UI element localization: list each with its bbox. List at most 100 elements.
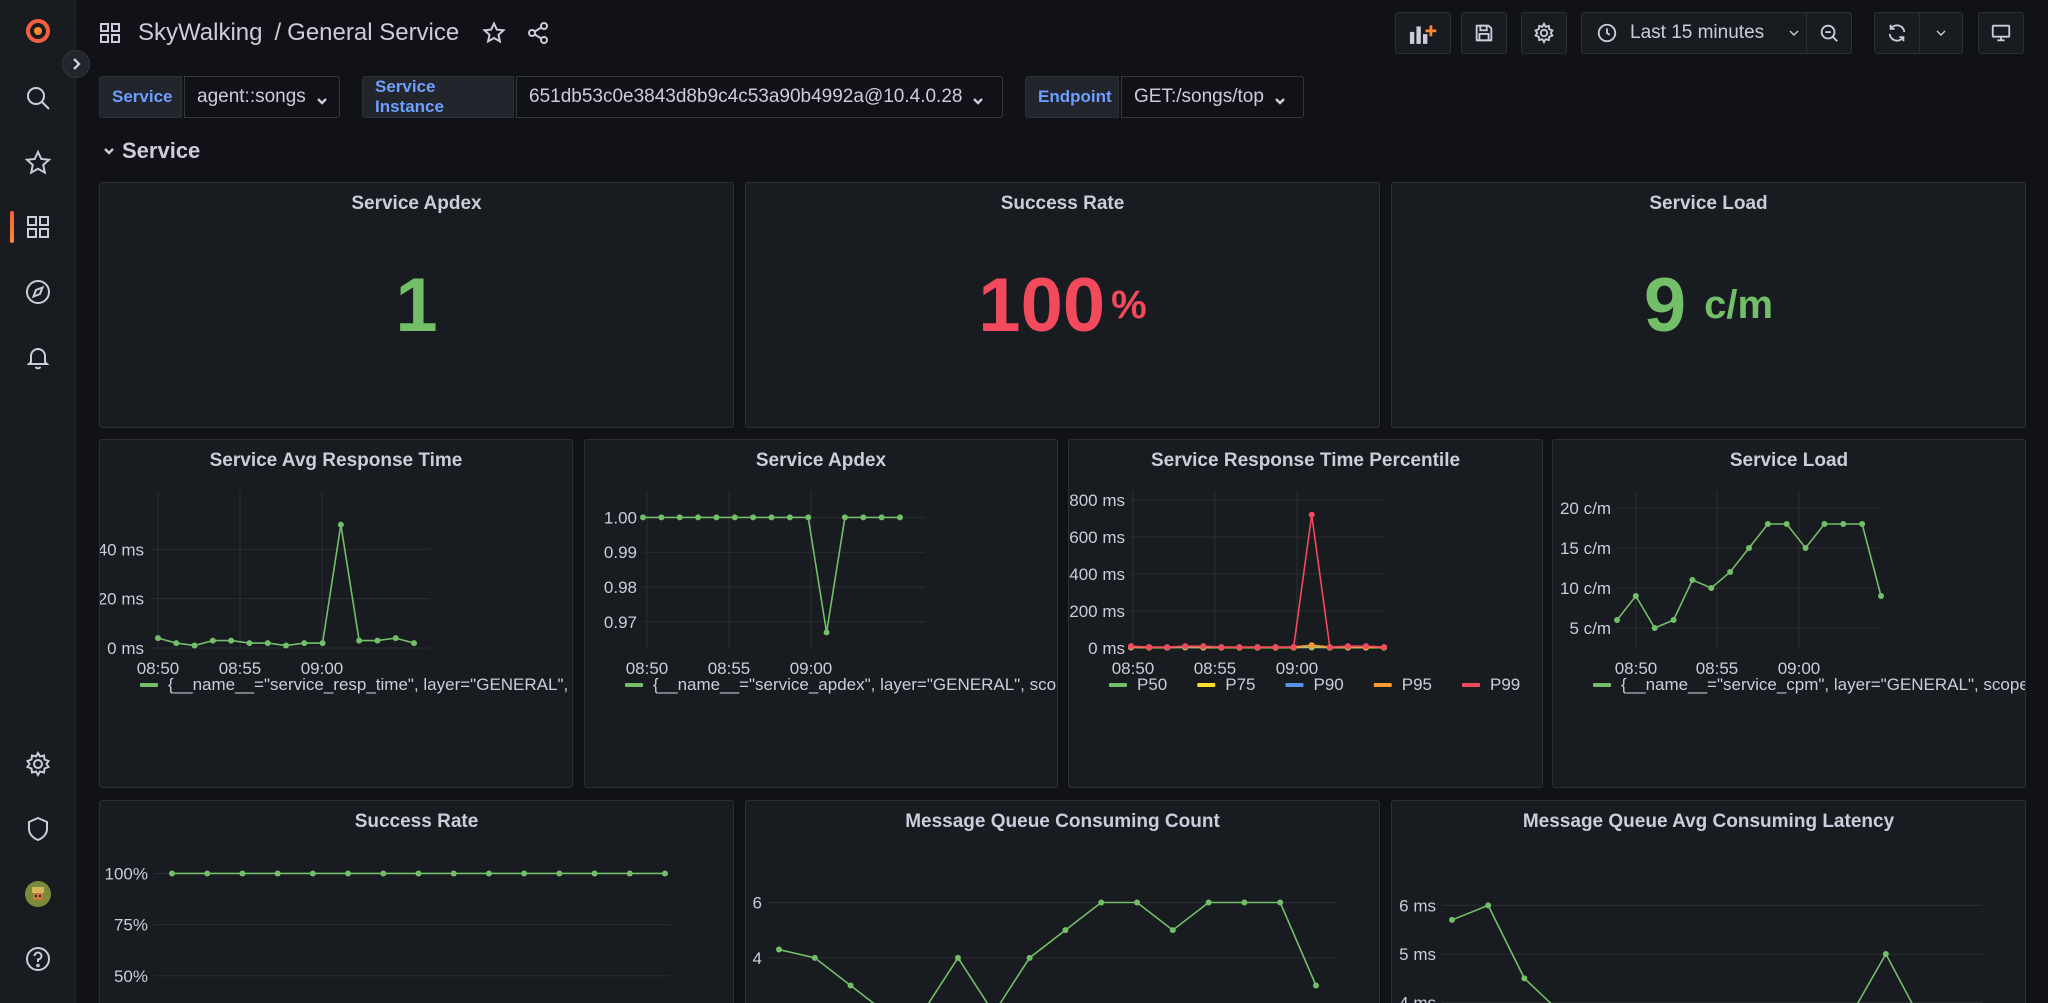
series-line	[643, 516, 900, 633]
breadcrumb-folder[interactable]: SkyWalking	[138, 19, 263, 46]
alerting-bell-icon[interactable]	[19, 338, 57, 376]
timeseries-panel-service-load[interactable]: Service Load 5 c/m 10 c/m 15 c/m 20 c/m 08:5…	[1552, 439, 2026, 788]
chart-service-apdex: 0.97 0.98 0.99 1.00 08:50 08:55 09:00{__name__…	[604, 492, 1058, 694]
data-point	[1708, 585, 1715, 591]
legend-entry[interactable]: P50	[1137, 675, 1167, 694]
help-icon[interactable]	[19, 940, 57, 978]
legend-entry[interactable]: {__name__="service_cpm", layer="GENERAL"…	[1621, 675, 2026, 694]
row-header-service[interactable]: Service	[102, 136, 200, 166]
x-tick-label: 08:55	[1194, 659, 1237, 678]
timeseries-panel-service-apdex[interactable]: Service Apdex 0.97 0.98 0.99 1.00 08:50 08:55…	[584, 439, 1058, 788]
data-point	[662, 870, 668, 877]
data-point	[1840, 521, 1847, 527]
data-point	[1821, 521, 1828, 527]
data-point	[485, 870, 492, 877]
y-tick-label: 20 c/m	[1560, 499, 1611, 518]
chevron-down-icon	[316, 91, 328, 105]
panel-title: Message Queue Consuming Count	[905, 811, 1220, 832]
panel-title: Service Avg Response Time	[209, 450, 463, 471]
y-tick-label: 600 ms	[1069, 528, 1125, 547]
search-icon[interactable]	[19, 79, 57, 117]
legend-entry[interactable]: P99	[1490, 675, 1520, 694]
data-point	[380, 870, 387, 877]
clock-icon	[1597, 23, 1617, 43]
variable-endpoint-select[interactable]: GET:/songs/top	[1121, 76, 1304, 118]
y-tick-label: 75%	[114, 916, 148, 935]
stat-panel-service-apdex[interactable]: Service Apdex 1	[99, 182, 734, 428]
explore-icon[interactable]	[19, 273, 57, 311]
starred-icon[interactable]	[19, 144, 57, 182]
data-point	[805, 514, 812, 521]
panel-title: Service Apdex	[755, 450, 887, 471]
user-avatar[interactable]	[19, 875, 57, 913]
save-dashboard-button[interactable]	[1461, 12, 1507, 54]
stat-panel-service-load[interactable]: Service Load 9 c/m	[1391, 182, 2026, 428]
data-point	[1651, 625, 1658, 631]
refresh-button[interactable]	[1874, 12, 1920, 54]
dashboards-icon[interactable]	[19, 208, 57, 246]
expand-sidebar-button[interactable]	[62, 50, 90, 78]
variable-endpoint-value: GET:/songs/top	[1134, 86, 1264, 107]
data-point	[1689, 577, 1696, 583]
x-tick-label: 08:50	[626, 659, 669, 678]
timeseries-panel-response-time-percentile[interactable]: Service Response Time Percentile 0 ms 200…	[1068, 439, 1543, 788]
x-tick-label: 08:50	[137, 659, 180, 678]
grafana-logo-icon[interactable]	[19, 12, 57, 50]
dashboard-title[interactable]: General Service	[287, 19, 460, 46]
tv-mode-button[interactable]	[1978, 12, 2024, 54]
zoom-out-button[interactable]	[1806, 12, 1852, 54]
data-point	[1344, 643, 1351, 650]
data-point	[411, 640, 417, 647]
variable-service-instance-select[interactable]: 651db53c0e3843d8b9c4c53a90b4992a@10.4.0.…	[516, 76, 1003, 118]
legend-entry[interactable]: P95	[1402, 675, 1432, 694]
data-point	[1308, 642, 1315, 649]
stat-panel-success-rate[interactable]: Success Rate 100 %	[745, 182, 1380, 428]
row-title: Service	[122, 138, 201, 163]
server-admin-shield-icon[interactable]	[19, 810, 57, 848]
data-point	[768, 514, 775, 521]
data-point	[1313, 982, 1319, 989]
legend-swatch	[1593, 683, 1611, 687]
add-panel-button[interactable]	[1395, 12, 1451, 54]
legend-swatch	[1109, 683, 1127, 687]
timeseries-panel-success-rate[interactable]: Success Rate 50% 75% 100%	[99, 800, 734, 1003]
legend-entry[interactable]: P75	[1225, 675, 1255, 694]
legend-entry[interactable]: {__name__="service_resp_time", layer="GE…	[168, 675, 573, 694]
data-point	[695, 514, 702, 521]
data-point	[264, 640, 271, 647]
dashboard-settings-button[interactable]	[1521, 12, 1567, 54]
star-icon[interactable]	[479, 18, 509, 48]
data-point	[1254, 644, 1261, 651]
data-point	[283, 642, 289, 649]
chart-success-rate: 50% 75% 100%	[105, 864, 670, 986]
chevron-down-icon	[1274, 91, 1286, 105]
variable-service-label: Service	[99, 76, 182, 118]
timeseries-panel-avg-response-time[interactable]: Service Avg Response Time 0 ms 20 ms 40 ms…	[99, 439, 573, 788]
y-tick-label: 4	[753, 949, 762, 968]
y-tick-label: 800 ms	[1069, 491, 1125, 510]
panel-title: Service Response Time Percentile	[1150, 450, 1461, 471]
configuration-gear-icon[interactable]	[19, 745, 57, 783]
legend-entry[interactable]: P90	[1314, 675, 1344, 694]
data-point	[309, 870, 316, 877]
stat-unit: %	[1111, 282, 1147, 327]
data-point	[274, 870, 281, 877]
series-line	[157, 524, 415, 647]
data-point	[626, 870, 633, 877]
data-point	[776, 946, 782, 953]
legend-entry[interactable]: {__name__="service_apdex", layer="GENERA…	[653, 675, 1058, 694]
data-point	[1164, 644, 1171, 651]
data-point	[1146, 644, 1153, 651]
data-point	[204, 870, 211, 877]
share-icon[interactable]	[523, 18, 553, 48]
data-point	[1098, 899, 1105, 906]
data-point	[1169, 927, 1176, 934]
refresh-interval-dropdown[interactable]	[1919, 12, 1963, 54]
timeseries-panel-mq-avg-consuming-latency[interactable]: Message Queue Avg Consuming Latency 4 ms…	[1391, 800, 2026, 1003]
time-range-picker[interactable]: Last 15 minutes	[1581, 12, 1807, 54]
data-point	[860, 514, 867, 521]
variable-service-select[interactable]: agent::songs	[184, 76, 340, 118]
data-point	[169, 870, 175, 877]
data-point	[345, 870, 352, 877]
